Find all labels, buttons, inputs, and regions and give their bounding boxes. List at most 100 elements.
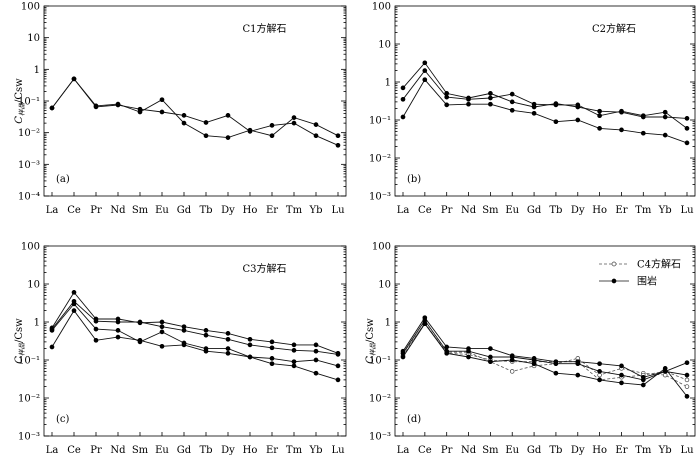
data-point	[400, 114, 406, 120]
series-line-2	[51, 303, 339, 367]
panel-label: (c)	[56, 414, 70, 425]
x-tick-label-sm: Sm	[482, 205, 499, 216]
x-tick-label-er: Er	[615, 445, 627, 456]
data-point	[597, 126, 602, 131]
x-tick-label-dy: Dy	[221, 205, 235, 216]
data-point	[466, 101, 471, 107]
data-point	[137, 337, 143, 343]
panel-3: 10⁻³ 10⁻² 10⁻¹ 1 10 100 La Ce Pr Nd Sm Eu Gd Tb Dy Ho Er…	[365, 242, 696, 456]
series-line-4	[402, 322, 688, 397]
series-line-3	[402, 319, 688, 381]
data-point	[181, 120, 187, 126]
data-point	[422, 77, 428, 83]
x-tick-label-ce: Ce	[418, 445, 432, 456]
data-point	[509, 91, 515, 97]
y-tick-label: 10⁻³	[369, 432, 391, 443]
legend-label: 围岩	[637, 275, 657, 288]
data-point	[181, 113, 187, 118]
data-point	[203, 332, 209, 338]
x-tick-label-yb: Yb	[658, 205, 672, 216]
data-point	[684, 372, 690, 378]
x-tick-label-eu: Eu	[505, 445, 519, 456]
x-tick-label-tb: Tb	[199, 445, 212, 456]
y-tick-label: 10⁻²	[18, 128, 40, 139]
data-point	[335, 142, 341, 148]
x-tick-label-sm: Sm	[132, 205, 149, 216]
data-point	[531, 361, 537, 367]
data-point	[247, 354, 253, 360]
data-point	[466, 354, 471, 360]
y-axis-label: C样品/Csw	[14, 78, 26, 124]
data-point	[422, 321, 428, 327]
data-point	[531, 101, 537, 107]
data-point	[71, 308, 77, 313]
data-point	[619, 363, 624, 369]
panel-label: (d)	[407, 414, 421, 425]
data-point	[159, 97, 165, 103]
x-tick-label-ce: Ce	[67, 445, 81, 456]
data-point	[509, 369, 515, 374]
data-point	[400, 96, 406, 102]
y-tick-label: 10⁻³	[369, 192, 391, 203]
data-point	[291, 115, 297, 120]
data-point	[597, 372, 602, 378]
x-tick-label-nd: Nd	[110, 205, 126, 216]
data-point	[619, 127, 624, 133]
y-tick-label: 10⁻³	[18, 432, 40, 443]
data-point	[159, 343, 165, 349]
series-line-3	[51, 309, 339, 381]
x-tick-label-lu: Lu	[331, 445, 345, 456]
y-tick-label: 10⁻¹	[369, 116, 391, 127]
panel-title: C3方解石	[242, 262, 286, 275]
data-point	[684, 394, 690, 399]
data-point	[203, 348, 209, 354]
data-point	[684, 116, 690, 121]
data-point	[203, 120, 209, 125]
x-tick-label-la: La	[46, 445, 59, 456]
panel-0: 10⁻⁴ 10⁻³ 10⁻² 10⁻¹ 1 10 100 La Ce Pr Nd Sm Eu Gd Tb Dy…	[14, 2, 347, 216]
data-point	[159, 319, 165, 325]
data-point	[49, 344, 55, 350]
x-tick-label-la: La	[397, 205, 410, 216]
data-point	[444, 350, 450, 356]
data-point	[662, 109, 668, 115]
y-axis-label: C样品/Csw	[365, 318, 377, 364]
plot-frame	[394, 245, 696, 437]
x-tick-label-lu: Lu	[680, 445, 694, 456]
x-tick-label-sm: Sm	[132, 445, 149, 456]
data-point	[488, 91, 493, 96]
data-point	[684, 140, 690, 146]
data-point	[662, 372, 668, 378]
data-point	[247, 342, 253, 348]
x-tick-label-ho: Ho	[243, 205, 258, 216]
series-line-2	[402, 78, 688, 144]
legend-marker	[611, 278, 617, 284]
data-point	[49, 105, 55, 111]
x-tick-label-dy: Dy	[571, 205, 585, 216]
x-tick-label-gd: Gd	[527, 445, 542, 456]
data-point	[269, 133, 275, 139]
data-point	[597, 377, 602, 383]
x-tick-label-ho: Ho	[592, 445, 607, 456]
x-tick-label-la: La	[397, 445, 410, 456]
data-point	[247, 127, 253, 133]
y-tick-label: 10⁻¹	[18, 356, 40, 367]
data-point	[115, 334, 121, 340]
data-point	[422, 60, 428, 66]
data-point	[313, 122, 319, 127]
data-point	[203, 328, 209, 333]
data-point	[159, 329, 165, 335]
data-point	[553, 370, 559, 376]
data-point	[269, 361, 275, 367]
panel-label: (b)	[407, 174, 421, 185]
x-tick-label-gd: Gd	[177, 445, 192, 456]
series-line-0	[51, 291, 339, 354]
data-point	[684, 126, 690, 131]
data-point	[49, 328, 55, 333]
x-tick-label-pr: Pr	[90, 205, 102, 216]
data-point	[269, 339, 275, 345]
data-point	[225, 113, 231, 118]
x-tick-label-tb: Tb	[549, 205, 562, 216]
panel-label: (a)	[56, 174, 70, 185]
